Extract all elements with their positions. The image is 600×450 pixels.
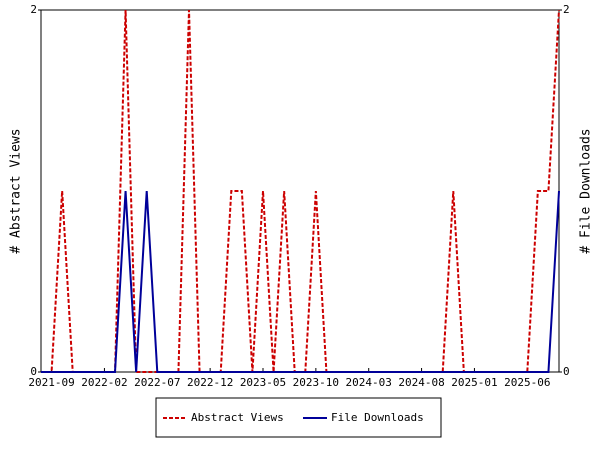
x-tick-label: 2022-02: [81, 376, 127, 389]
legend-label: File Downloads: [331, 411, 424, 424]
x-tick-label: 2023-10: [293, 376, 339, 389]
y-tick-label: 0: [30, 365, 37, 378]
y2-axis-title: # File Downloads: [579, 128, 594, 253]
y-tick-label: 2: [30, 3, 37, 16]
legend-label: Abstract Views: [191, 411, 284, 424]
y2-tick-label: 0: [563, 365, 570, 378]
x-tick-label: 2025-01: [451, 376, 497, 389]
x-tick-label: 2023-05: [240, 376, 286, 389]
x-tick-label: 2021-09: [28, 376, 74, 389]
series-line: [41, 190, 560, 373]
x-tick-label: 2025-06: [504, 376, 550, 389]
legend-box: [155, 397, 442, 438]
x-tick-label: 2022-07: [134, 376, 180, 389]
x-tick-label: 2024-03: [346, 376, 392, 389]
x-tick-label: 2022-12: [187, 376, 233, 389]
x-tick-label: 2024-08: [398, 376, 444, 389]
y-axis-title: # Abstract Views: [9, 128, 24, 253]
y2-tick-label: 2: [563, 3, 570, 16]
